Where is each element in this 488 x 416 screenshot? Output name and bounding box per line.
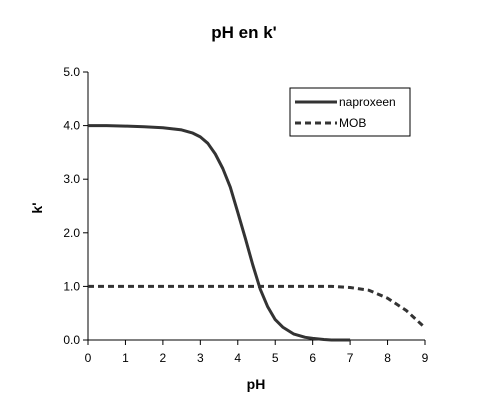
legend-box: [289, 87, 411, 137]
ticks: 0 1 2 3 4 5 6 7 8 9 0.0 1.0 2.0 3.0 4.0 5.0: [63, 65, 428, 365]
series-line-naproxeen: [88, 124, 351, 342]
y-tick-label: 2.0: [63, 226, 80, 240]
x-tick-label: 2: [160, 351, 167, 365]
legend-label-naproxeen: naproxeen: [339, 95, 396, 109]
y-tick-label: 5.0: [63, 65, 80, 79]
y-tick-label: 3.0: [63, 172, 80, 186]
y-tick-label: 0.0: [63, 333, 80, 347]
y-tick-label: 1.0: [63, 279, 80, 293]
x-tick-label: 1: [122, 351, 129, 365]
series-line-mob: [88, 284, 427, 329]
chart-title: pH en k': [211, 23, 276, 42]
legend-label-mob: MOB: [339, 116, 366, 130]
x-axis-title: pH: [247, 376, 266, 392]
x-tick-label: 7: [347, 351, 354, 365]
x-tick-label: 8: [384, 351, 391, 365]
x-tick-label: 0: [85, 351, 92, 365]
legend: naproxeen MOB: [289, 87, 411, 137]
plot-area: 0 1 2 3 4 5 6 7 8 9 0.0 1.0 2.0 3.0 4.0 5.0: [63, 65, 428, 365]
x-tick-label: 3: [197, 351, 204, 365]
series-group: [88, 124, 427, 342]
x-tick-label: 4: [234, 351, 241, 365]
x-tick-label: 6: [309, 351, 316, 365]
x-tick-label: 5: [272, 351, 279, 365]
y-axis-title: k': [29, 202, 45, 213]
y-tick-label: 4.0: [63, 119, 80, 133]
x-tick-label: 9: [422, 351, 429, 365]
